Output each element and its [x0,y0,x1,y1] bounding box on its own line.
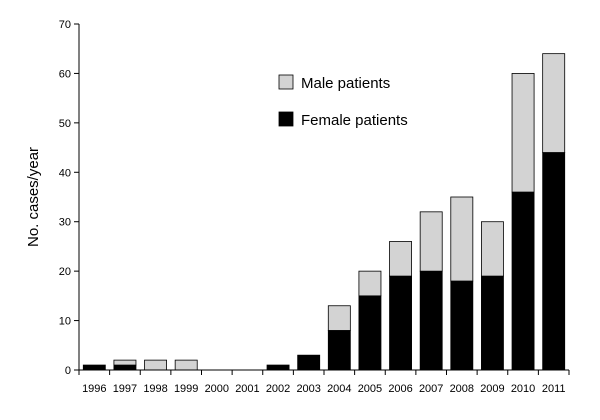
legend-swatch-female [278,111,294,127]
y-tick-label: 60 [59,68,71,80]
legend-swatch-male [278,74,294,90]
x-ticks: 1996 1997 1998 1999 2000 2001 2002 2003 2004 2005… [78,370,570,395]
x-tick-label: 2010 [511,383,535,395]
x-tick-label: 2006 [388,383,412,395]
x-tick-label: 2004 [327,383,351,395]
bar-segment-female [389,275,412,371]
x-tick-label: 2007 [419,383,443,395]
legend-label-female: Female patients [301,112,408,129]
x-tick-label: 1997 [113,383,137,395]
x-tick-label: 2001 [235,383,259,395]
y-ticks: 0 10 20 30 40 50 60 70 [59,19,79,377]
bar-segment-female [82,364,106,371]
y-axis-title: No. cases/year [25,147,42,247]
bar-segment-male [144,359,167,371]
bar-segment-female [542,152,566,371]
bar-segment-female [266,364,290,371]
bar-segment-male [419,211,443,272]
bar-segment-female [450,280,474,371]
y-tick-label: 70 [59,19,71,31]
bar-segment-male [450,196,474,282]
y-tick-label: 50 [59,118,71,130]
bar-segment-female [481,275,504,371]
bar-segment-male [327,305,351,331]
bar-segment-male [113,359,137,366]
bar-segment-female [297,354,321,371]
bar-segment-male [511,73,535,193]
bars-layer [82,53,566,371]
legend: Male patients Female patients [278,74,408,129]
y-tick-label: 0 [65,365,71,377]
bar-segment-female [358,295,382,371]
x-tick-label: 2003 [296,383,320,395]
bar-segment-male [389,241,412,277]
x-tick-label: 1999 [174,383,198,395]
x-tick-label: 2011 [542,383,566,395]
bar-segment-male [358,270,382,297]
bar-segment-female [419,270,443,371]
bar-segment-male [481,221,504,277]
x-tick-label: 2005 [358,383,382,395]
x-tick-label: 2000 [205,383,229,395]
x-tick-label: 2002 [266,383,290,395]
legend-label-male: Male patients [301,75,390,92]
y-tick-label: 30 [59,217,71,229]
x-tick-label: 2008 [450,383,474,395]
y-tick-label: 20 [59,266,71,278]
x-tick-label: 1996 [82,383,106,395]
x-tick-label: 2009 [480,383,504,395]
x-tick-label: 1998 [143,383,167,395]
y-tick-label: 10 [59,316,71,328]
y-tick-label: 40 [59,167,71,179]
bar-segment-female [327,330,351,371]
bar-segment-female [511,191,535,371]
bar-segment-female [113,364,137,371]
bar-segment-male [542,53,566,153]
bar-segment-male [174,359,198,371]
